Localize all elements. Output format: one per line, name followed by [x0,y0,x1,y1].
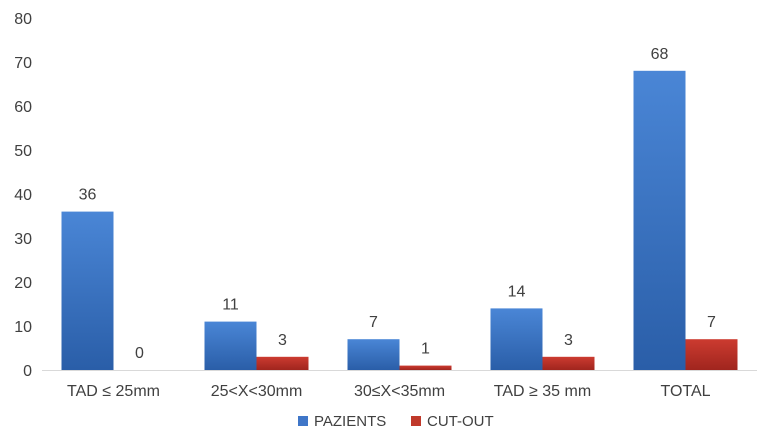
y-tick-label-30: 30 [14,231,32,248]
data-label-cut-out-tad-35-mm: 3 [564,332,573,349]
legend-label-pazients: PAZIENTS [314,413,386,430]
x-axis: TAD ≤ 25mm 25<X<30mm 30≤X<35mm TAD ≥ 35 mm T… [42,370,757,400]
y-tick-label-10: 10 [14,319,32,336]
y-tick-label-60: 60 [14,99,32,116]
bar-cut-out-30-x-35mm [399,365,452,370]
bar-cut-out-25-x-30mm [256,356,309,370]
y-tick-label-20: 20 [14,275,32,292]
data-label-cut-out-30-x-35mm: 1 [421,341,430,358]
x-tick-label-tad-25mm: TAD ≤ 25mm [67,383,160,400]
y-tick-label-40: 40 [14,187,32,204]
x-tick-label-tad-35-mm: TAD ≥ 35 mm [494,383,591,400]
y-tick-label-0: 0 [23,363,32,380]
y-axis: 0 10 20 30 40 50 60 70 80 [14,11,32,380]
legend-swatch-pazients [298,416,308,426]
data-label-pazients-25-x-30mm: 11 [222,297,239,314]
data-label-cut-out-total: 7 [707,314,716,331]
bar-pazients-25-x-30mm [204,321,257,370]
bar-cut-out-total [685,339,738,370]
bars [61,70,738,371]
bar-pazients-30-x-35mm [347,339,400,370]
data-label-cut-out-tad-25mm: 0 [135,345,144,362]
legend-swatch-cut-out [411,416,421,426]
x-tick-label-30-x-35mm: 30≤X<35mm [354,383,445,400]
data-label-pazients-30-x-35mm: 7 [369,314,378,331]
data-label-pazients-tad-25mm: 36 [79,187,97,204]
bar-cut-out-tad-35-mm [542,356,595,370]
data-label-pazients-total: 68 [651,46,669,63]
data-label-cut-out-25-x-30mm: 3 [278,332,287,349]
legend-label-cut-out: CUT-OUT [427,413,494,430]
data-label-pazients-tad-35-mm: 14 [508,283,526,300]
bar-pazients-total [633,70,686,371]
y-tick-label-80: 80 [14,11,32,28]
legend: PAZIENTS CUT-OUT [298,413,494,430]
y-tick-label-70: 70 [14,55,32,72]
bar-pazients-tad-35-mm [490,308,543,370]
y-tick-label-50: 50 [14,143,32,160]
x-tick-label-total: TOTAL [660,383,710,400]
data-labels: 36 0 11 3 7 1 14 3 68 7 [79,46,716,362]
x-tick-label-25-x-30mm: 25<X<30mm [211,383,303,400]
bar-pazients-tad-25mm [61,211,114,370]
